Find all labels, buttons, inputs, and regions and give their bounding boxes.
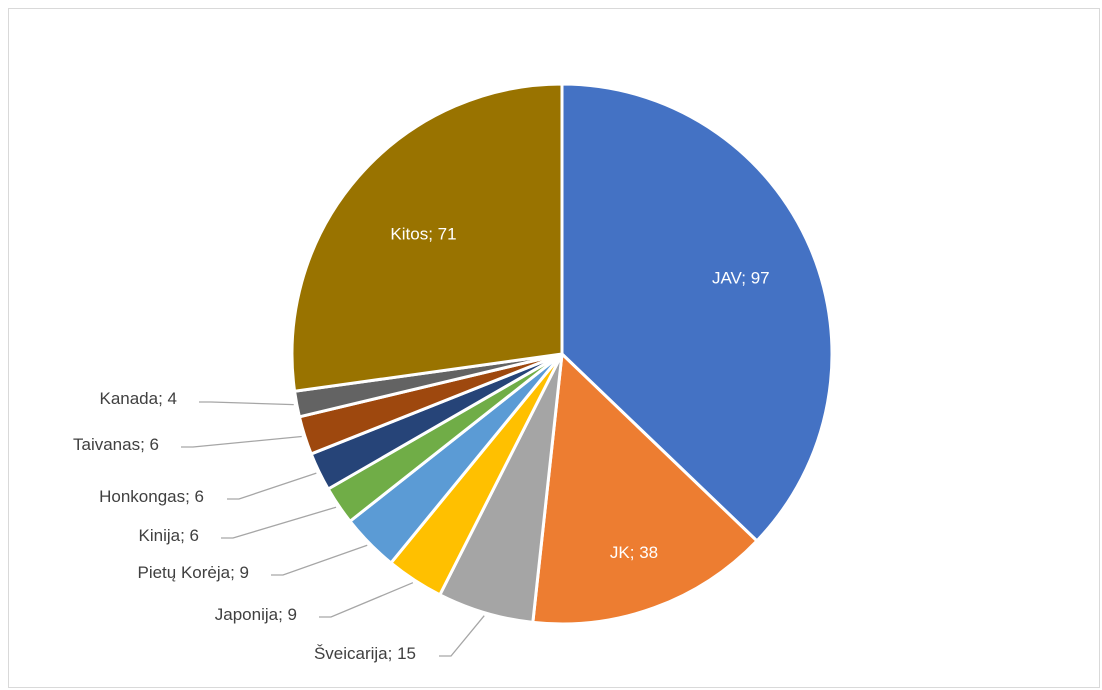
- data-labels: JAV; 97 JK; 38 Šveicarija; 15 Japonija; 9 Pi…: [73, 224, 770, 663]
- leader-line-pietu-koreja: [271, 544, 368, 576]
- leader-line-kanada: [199, 401, 294, 406]
- leader-lines: [181, 401, 485, 657]
- leader-line-honkongas: [227, 472, 317, 500]
- data-label-japonija: Japonija; 9: [215, 605, 297, 624]
- leader-line-sveicarija: [439, 615, 485, 657]
- data-label-jav: JAV; 97: [712, 269, 770, 288]
- pie-chart: JAV; 97 JK; 38 Šveicarija; 15 Japonija; 9 Pi…: [73, 82, 834, 663]
- data-label-kinija: Kinija; 6: [139, 526, 199, 545]
- data-label-pietu-koreja: Pietų Korėja; 9: [137, 563, 249, 582]
- data-label-taivanas: Taivanas; 6: [73, 435, 159, 454]
- pie-slice-jk: [531, 352, 759, 626]
- data-label-kitos: Kitos; 71: [390, 224, 456, 243]
- data-label-kanada: Kanada; 4: [99, 389, 177, 408]
- pie-slice-jav: [560, 82, 834, 543]
- chart-area: JAV; 97 JK; 38 Šveicarija; 15 Japonija; 9 Pi…: [8, 8, 1100, 688]
- data-label-sveicarija: Šveicarija; 15: [314, 644, 416, 663]
- pie-slice-kitos: [290, 82, 564, 393]
- data-label-jk: JK; 38: [610, 543, 658, 562]
- pie-slices: [290, 82, 834, 626]
- leader-line-kinija: [221, 506, 337, 539]
- leader-line-japonija: [319, 582, 414, 618]
- leader-line-taivanas: [181, 435, 302, 448]
- data-label-honkongas: Honkongas; 6: [99, 487, 204, 506]
